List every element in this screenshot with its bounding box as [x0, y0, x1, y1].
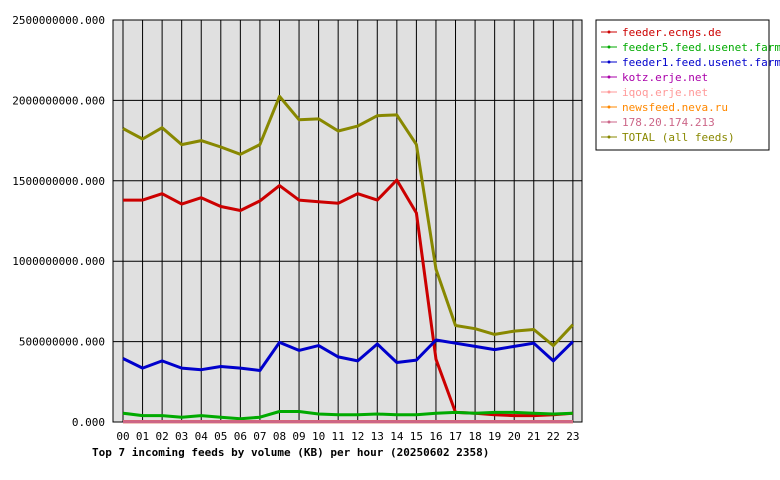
series-lines: [122, 94, 574, 424]
legend-label: newsfeed.neva.ru: [622, 101, 728, 114]
chart-title: Top 7 incoming feeds by volume (KB) per …: [92, 446, 489, 459]
x-tick-label: 09: [292, 430, 305, 443]
series-line: [122, 410, 573, 421]
x-tick-label: 23: [566, 430, 579, 443]
x-tick-label: 08: [273, 430, 286, 443]
x-tick-label: 00: [116, 430, 129, 443]
y-tick-label: 500000000.000: [19, 336, 105, 349]
x-tick-label: 05: [214, 430, 227, 443]
legend-label: feeder1.feed.usenet.farm: [622, 56, 780, 69]
legend-marker: [607, 30, 611, 34]
x-tick-label: 20: [508, 430, 521, 443]
x-axis-tick-labels: 00 01 02 03 04 05 06 07 08 09 10 11 12 13 14 15 16 17 18 19…: [116, 430, 579, 443]
legend-label: iqoq.erje.net: [622, 86, 708, 99]
legend-box: [595, 19, 770, 151]
y-tick-label: 1000000000.000: [12, 255, 105, 268]
plot-area: [112, 19, 583, 423]
x-tick-label: 06: [234, 430, 247, 443]
legend-label: TOTAL (all feeds): [622, 131, 735, 144]
x-tick-label: 19: [488, 430, 501, 443]
legend-label: feeder.ecngs.de: [622, 26, 721, 39]
legend-items: feeder.ecngs.de feeder5.feed.usenet.farm f…: [601, 26, 780, 144]
x-tick-label: 18: [468, 430, 481, 443]
legend-marker: [607, 60, 611, 64]
legend-marker: [607, 90, 611, 94]
y-tick-label: 2000000000.000: [12, 94, 105, 107]
x-tick-label: 04: [195, 430, 209, 443]
legend-label: 178.20.174.213: [622, 116, 715, 129]
legend-marker: [607, 105, 611, 109]
x-tick-label: 01: [136, 430, 149, 443]
x-tick-label: 17: [449, 430, 462, 443]
x-tick-label: 13: [371, 430, 384, 443]
legend-marker: [607, 45, 611, 49]
x-tick-label: 07: [253, 430, 266, 443]
x-tick-label: 11: [332, 430, 345, 443]
x-tick-label: 02: [155, 430, 168, 443]
x-tick-label: 16: [429, 430, 442, 443]
series-line: [122, 94, 574, 348]
y-axis-tick-labels: 0.000 500000000.000 1000000000.000 15000000…: [12, 14, 105, 429]
legend-label: kotz.erje.net: [622, 71, 708, 84]
y-tick-label: 0.000: [72, 416, 105, 429]
y-tick-label: 1500000000.000: [12, 175, 105, 188]
x-tick-label: 14: [390, 430, 404, 443]
x-tick-label: 15: [410, 430, 423, 443]
legend-marker: [607, 120, 611, 124]
legend: feeder.ecngs.de feeder5.feed.usenet.farm f…: [595, 19, 780, 151]
legend-marker: [607, 135, 611, 139]
x-tick-label: 03: [175, 430, 188, 443]
x-tick-label: 10: [312, 430, 325, 443]
series-line: [123, 178, 574, 418]
x-tick-label: 21: [527, 430, 540, 443]
legend-label: feeder5.feed.usenet.farm: [622, 41, 780, 54]
x-tick-label: 22: [547, 430, 560, 443]
x-tick-label: 12: [351, 430, 364, 443]
series-line: [122, 338, 574, 372]
legend-marker: [607, 75, 611, 79]
y-tick-label: 2500000000.000: [12, 14, 105, 27]
